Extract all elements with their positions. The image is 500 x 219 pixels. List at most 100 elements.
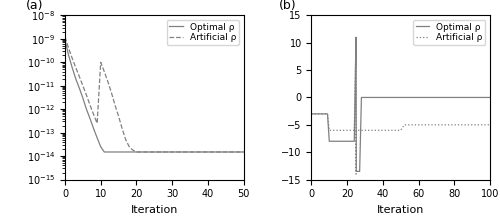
Optimal ρ: [350, 140, 356, 143]
Artificial ρ: [442, 124, 448, 126]
Legend: Optimal ρ, Artificial ρ: Optimal ρ, Artificial ρ: [413, 20, 486, 45]
Artificial ρ: [460, 124, 466, 126]
Optimal ρ: [442, 96, 448, 99]
Artificial ρ: [346, 129, 352, 132]
Artificial ρ: [169, 151, 175, 153]
Artificial ρ: [72, 66, 78, 69]
Artificial ρ: [340, 129, 346, 132]
Optimal ρ: [355, 170, 361, 173]
Optimal ρ: [353, 36, 359, 39]
Optimal ρ: [102, 151, 107, 153]
Optimal ρ: [318, 113, 324, 115]
Optimal ρ: [112, 151, 118, 153]
Optimal ρ: [352, 140, 358, 143]
Line: Optimal ρ: Optimal ρ: [65, 40, 244, 152]
Optimal ρ: [310, 113, 316, 115]
Artificial ρ: [112, 104, 118, 106]
Optimal ρ: [76, 87, 82, 89]
Artificial ρ: [116, 115, 121, 118]
Optimal ρ: [360, 96, 366, 99]
Optimal ρ: [312, 113, 318, 115]
Line: Optimal ρ: Optimal ρ: [312, 37, 490, 171]
Optimal ρ: [98, 145, 103, 148]
Optimal ρ: [340, 140, 346, 143]
Artificial ρ: [105, 80, 111, 83]
Optimal ρ: [358, 96, 364, 99]
Artificial ρ: [469, 124, 475, 126]
Text: (a): (a): [26, 0, 43, 12]
Artificial ρ: [406, 124, 412, 126]
Artificial ρ: [134, 151, 140, 153]
Optimal ρ: [72, 77, 78, 80]
Artificial ρ: [353, 173, 359, 175]
Optimal ρ: [105, 151, 111, 153]
Optimal ρ: [406, 96, 412, 99]
Artificial ρ: [350, 129, 356, 132]
Artificial ρ: [424, 124, 430, 126]
Artificial ρ: [312, 113, 318, 115]
Artificial ρ: [380, 129, 386, 132]
Optimal ρ: [134, 151, 140, 153]
Artificial ρ: [322, 113, 328, 115]
Artificial ρ: [330, 129, 336, 132]
Optimal ρ: [94, 136, 100, 139]
Optimal ρ: [346, 140, 352, 143]
Artificial ρ: [319, 113, 325, 115]
Optimal ρ: [337, 140, 343, 143]
Artificial ρ: [360, 129, 366, 132]
Artificial ρ: [348, 129, 354, 132]
Optimal ρ: [344, 140, 350, 143]
Optimal ρ: [335, 140, 341, 143]
Artificial ρ: [318, 113, 324, 115]
Artificial ρ: [355, 129, 361, 132]
Artificial ρ: [362, 129, 368, 132]
Optimal ρ: [328, 140, 334, 143]
Optimal ρ: [222, 151, 228, 153]
Artificial ρ: [353, 47, 359, 49]
Optimal ρ: [324, 113, 330, 115]
Optimal ρ: [116, 151, 121, 153]
Artificial ρ: [108, 92, 114, 94]
Optimal ρ: [334, 140, 340, 143]
Artificial ρ: [102, 70, 107, 73]
Optimal ρ: [424, 96, 430, 99]
Artificial ρ: [342, 129, 348, 132]
Optimal ρ: [319, 113, 325, 115]
Artificial ρ: [334, 129, 340, 132]
Optimal ρ: [84, 108, 89, 111]
Artificial ρ: [389, 129, 395, 132]
Artificial ρ: [80, 84, 86, 87]
Artificial ρ: [356, 129, 362, 132]
Artificial ρ: [205, 151, 211, 153]
Optimal ρ: [362, 96, 368, 99]
Optimal ρ: [487, 96, 493, 99]
Artificial ρ: [339, 129, 345, 132]
X-axis label: Iteration: Iteration: [130, 205, 178, 215]
Artificial ρ: [326, 129, 332, 132]
Optimal ρ: [452, 96, 458, 99]
Artificial ρ: [222, 151, 228, 153]
Legend: Optimal ρ, Artificial ρ: Optimal ρ, Artificial ρ: [166, 20, 239, 45]
Artificial ρ: [358, 129, 364, 132]
Artificial ρ: [119, 127, 125, 130]
Artificial ρ: [335, 129, 341, 132]
Artificial ρ: [316, 113, 322, 115]
Artificial ρ: [352, 129, 358, 132]
Optimal ρ: [460, 96, 466, 99]
Optimal ρ: [80, 97, 86, 99]
Artificial ρ: [332, 129, 338, 132]
Optimal ρ: [330, 140, 336, 143]
Optimal ρ: [354, 170, 360, 173]
Artificial ρ: [416, 124, 422, 126]
Artificial ρ: [87, 104, 93, 106]
Optimal ρ: [152, 151, 158, 153]
Artificial ρ: [402, 124, 407, 126]
Artificial ρ: [314, 113, 320, 115]
Artificial ρ: [487, 124, 493, 126]
Optimal ρ: [187, 151, 193, 153]
Artificial ρ: [122, 138, 128, 141]
Optimal ρ: [321, 113, 327, 115]
Artificial ρ: [98, 61, 103, 64]
Line: Artificial ρ: Artificial ρ: [312, 48, 490, 174]
Artificial ρ: [90, 113, 96, 116]
